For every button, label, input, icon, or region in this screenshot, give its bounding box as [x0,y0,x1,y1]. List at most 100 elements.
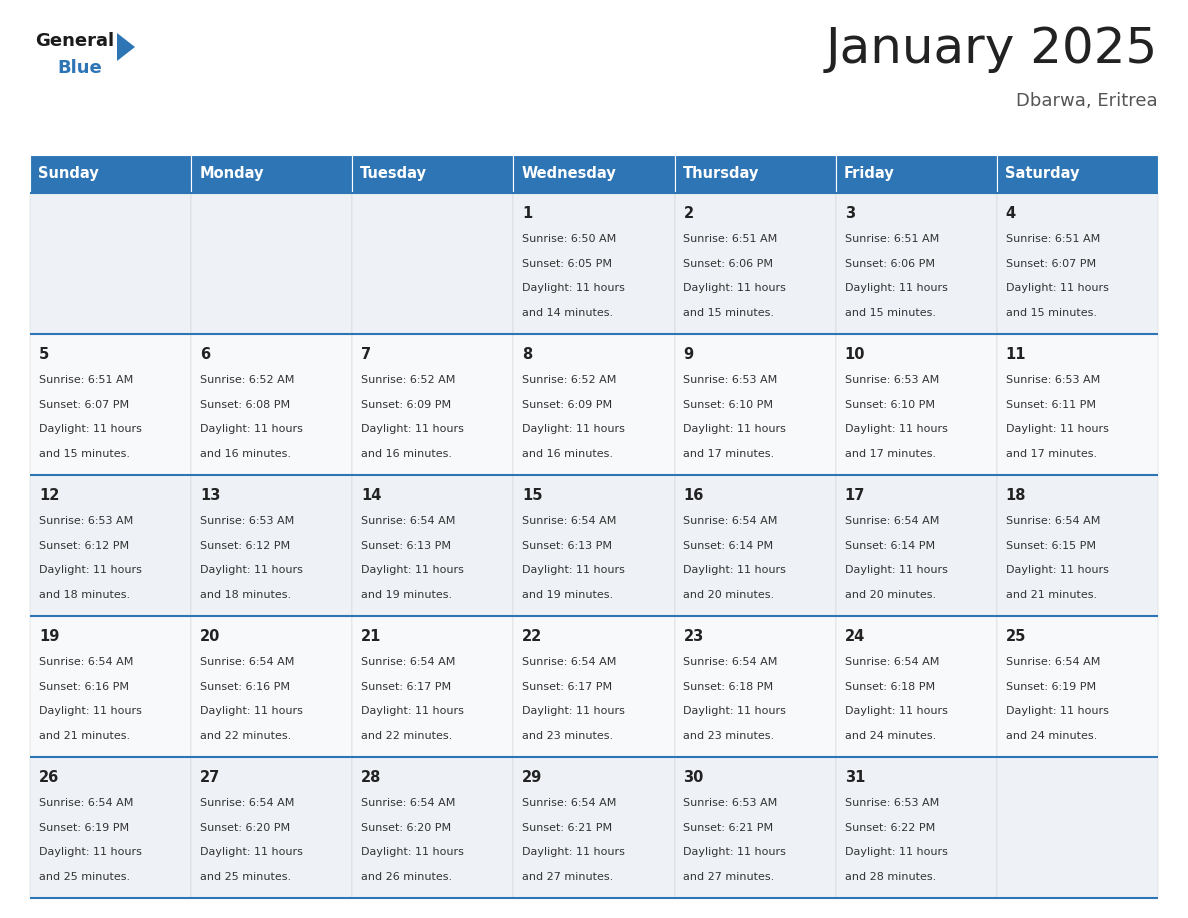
Text: Daylight: 11 hours: Daylight: 11 hours [683,424,786,434]
Text: Monday: Monday [200,166,264,182]
Bar [353,757,513,898]
Bar [835,155,997,193]
Text: Sunset: 6:10 PM: Sunset: 6:10 PM [683,399,773,409]
Text: and 14 minutes.: and 14 minutes. [523,308,613,318]
Bar [675,334,835,475]
Bar [191,475,353,616]
Text: Sunrise: 6:54 AM: Sunrise: 6:54 AM [845,657,939,666]
Text: and 19 minutes.: and 19 minutes. [523,590,613,600]
Text: and 15 minutes.: and 15 minutes. [845,308,936,318]
Text: Daylight: 11 hours: Daylight: 11 hours [39,706,141,716]
Text: Sunset: 6:22 PM: Sunset: 6:22 PM [845,823,935,833]
Bar [835,193,997,334]
Text: 24: 24 [845,629,865,644]
Text: Wednesday: Wednesday [522,166,617,182]
Text: 10: 10 [845,347,865,362]
Text: Sunrise: 6:53 AM: Sunrise: 6:53 AM [683,375,778,385]
Text: Sunrise: 6:54 AM: Sunrise: 6:54 AM [361,657,455,666]
Text: Blue: Blue [57,59,102,77]
Text: Sunset: 6:09 PM: Sunset: 6:09 PM [361,399,451,409]
Text: Daylight: 11 hours: Daylight: 11 hours [1006,284,1108,293]
Text: Sunset: 6:20 PM: Sunset: 6:20 PM [361,823,451,833]
Text: and 28 minutes.: and 28 minutes. [845,872,936,882]
Text: Sunrise: 6:54 AM: Sunrise: 6:54 AM [683,516,778,526]
Text: 19: 19 [39,629,59,644]
Bar [835,616,997,757]
Bar [513,616,675,757]
Text: Sunrise: 6:54 AM: Sunrise: 6:54 AM [39,798,133,808]
Text: Sunrise: 6:54 AM: Sunrise: 6:54 AM [845,516,939,526]
Text: Sunrise: 6:51 AM: Sunrise: 6:51 AM [39,375,133,385]
Text: 21: 21 [361,629,381,644]
Text: and 27 minutes.: and 27 minutes. [523,872,613,882]
Text: Sunset: 6:10 PM: Sunset: 6:10 PM [845,399,935,409]
Text: Sunset: 6:11 PM: Sunset: 6:11 PM [1006,399,1095,409]
Text: Daylight: 11 hours: Daylight: 11 hours [523,424,625,434]
Bar [513,757,675,898]
Text: 9: 9 [683,347,694,362]
Text: and 17 minutes.: and 17 minutes. [845,449,936,459]
Text: and 22 minutes.: and 22 minutes. [361,731,453,741]
Text: Daylight: 11 hours: Daylight: 11 hours [361,565,465,576]
Text: Sunrise: 6:53 AM: Sunrise: 6:53 AM [683,798,778,808]
Bar [353,475,513,616]
Bar [30,193,191,334]
Text: and 20 minutes.: and 20 minutes. [845,590,936,600]
Text: Sunrise: 6:54 AM: Sunrise: 6:54 AM [200,798,295,808]
Text: Sunrise: 6:51 AM: Sunrise: 6:51 AM [1006,234,1100,244]
Text: Sunset: 6:14 PM: Sunset: 6:14 PM [683,541,773,551]
Text: Sunrise: 6:54 AM: Sunrise: 6:54 AM [523,798,617,808]
Text: Sunrise: 6:52 AM: Sunrise: 6:52 AM [523,375,617,385]
Text: Saturday: Saturday [1005,166,1080,182]
Text: Sunrise: 6:53 AM: Sunrise: 6:53 AM [1006,375,1100,385]
Text: and 23 minutes.: and 23 minutes. [683,731,775,741]
Text: 25: 25 [1006,629,1026,644]
Bar [30,334,191,475]
Text: Daylight: 11 hours: Daylight: 11 hours [39,565,141,576]
Bar [30,155,191,193]
Text: 5: 5 [39,347,49,362]
Text: Sunrise: 6:52 AM: Sunrise: 6:52 AM [200,375,295,385]
Text: and 19 minutes.: and 19 minutes. [361,590,453,600]
Bar [675,475,835,616]
Text: Sunset: 6:17 PM: Sunset: 6:17 PM [523,681,613,691]
Text: Sunset: 6:21 PM: Sunset: 6:21 PM [523,823,613,833]
Text: General: General [34,32,114,50]
Bar [835,334,997,475]
Text: Daylight: 11 hours: Daylight: 11 hours [845,284,948,293]
Bar [191,757,353,898]
Bar [353,155,513,193]
Text: and 21 minutes.: and 21 minutes. [39,731,129,741]
Text: Daylight: 11 hours: Daylight: 11 hours [1006,424,1108,434]
Bar [191,334,353,475]
Bar [675,193,835,334]
Text: January 2025: January 2025 [826,25,1158,73]
Text: Sunrise: 6:51 AM: Sunrise: 6:51 AM [683,234,778,244]
Text: and 20 minutes.: and 20 minutes. [683,590,775,600]
Text: Daylight: 11 hours: Daylight: 11 hours [845,424,948,434]
Bar [30,757,191,898]
Text: Sunrise: 6:54 AM: Sunrise: 6:54 AM [1006,657,1100,666]
Text: and 25 minutes.: and 25 minutes. [200,872,291,882]
Text: and 25 minutes.: and 25 minutes. [39,872,129,882]
Text: and 18 minutes.: and 18 minutes. [39,590,129,600]
Text: Tuesday: Tuesday [360,166,428,182]
Text: Sunrise: 6:54 AM: Sunrise: 6:54 AM [683,657,778,666]
Text: Daylight: 11 hours: Daylight: 11 hours [683,284,786,293]
Text: Daylight: 11 hours: Daylight: 11 hours [1006,706,1108,716]
Text: and 26 minutes.: and 26 minutes. [361,872,453,882]
Bar [191,155,353,193]
Text: 12: 12 [39,487,59,503]
Text: and 23 minutes.: and 23 minutes. [523,731,613,741]
Text: 22: 22 [523,629,543,644]
Text: Sunset: 6:21 PM: Sunset: 6:21 PM [683,823,773,833]
Text: Sunrise: 6:52 AM: Sunrise: 6:52 AM [361,375,455,385]
Text: 27: 27 [200,769,220,785]
Bar [997,193,1158,334]
Text: Sunrise: 6:54 AM: Sunrise: 6:54 AM [523,657,617,666]
Bar [353,334,513,475]
Text: Sunset: 6:12 PM: Sunset: 6:12 PM [39,541,129,551]
Text: and 15 minutes.: and 15 minutes. [1006,308,1097,318]
Text: Sunrise: 6:54 AM: Sunrise: 6:54 AM [361,798,455,808]
Text: Daylight: 11 hours: Daylight: 11 hours [523,706,625,716]
